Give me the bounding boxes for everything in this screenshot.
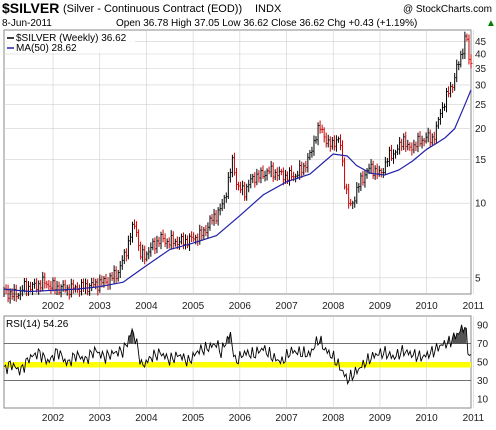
change-arrow-icon: ▲ bbox=[486, 18, 496, 29]
rsi-x-tick-label: 2005 bbox=[182, 413, 205, 424]
rsi-x-tick-label: 2007 bbox=[275, 413, 298, 424]
rsi-x-tick-label: 2008 bbox=[322, 413, 345, 424]
ohlc-label: Open 36.78 High 37.05 Low 36.62 Close 36… bbox=[116, 18, 417, 29]
rsi-overbought-fill bbox=[128, 329, 134, 344]
rsi-x-tick-label: 2002 bbox=[42, 413, 65, 424]
price-y-tick-label: 25 bbox=[475, 100, 487, 111]
price-y-tick-label: 40 bbox=[475, 50, 487, 61]
price-x-tick-label: 2004 bbox=[135, 301, 158, 312]
price-y-tick-label: 15 bbox=[475, 155, 487, 166]
rsi-y-ticks: 10 30 50 70 90 bbox=[477, 321, 489, 406]
rsi-overbought-fill bbox=[227, 332, 231, 344]
rsi-y-tick-label: 10 bbox=[477, 394, 489, 405]
rsi-y-tick-label: 30 bbox=[477, 376, 489, 387]
price-legend-bg bbox=[5, 31, 135, 53]
rsi-line bbox=[3, 324, 472, 386]
price-y-tick-label: 45 bbox=[475, 37, 487, 48]
rsi-legend-label: RSI(14) 54.26 bbox=[6, 319, 69, 330]
price-grid bbox=[4, 30, 474, 294]
price-x-tick-label: 2007 bbox=[275, 301, 298, 312]
ma-line bbox=[3, 89, 472, 293]
rsi-x-tick-label: 2009 bbox=[369, 413, 392, 424]
price-x-tick-label: 2008 bbox=[322, 301, 345, 312]
rsi-y-tick-label: 50 bbox=[477, 358, 489, 369]
price-legend-label: $SILVER (Weekly) 36.62 bbox=[16, 33, 127, 44]
price-x-tick-label: 2002 bbox=[42, 301, 65, 312]
price-x-tick-label: 2006 bbox=[229, 301, 252, 312]
price-y-ticks: 5 10 15 20 25 30 35 40 45 bbox=[475, 37, 487, 284]
ma-legend-label: MA(50) 28.62 bbox=[16, 43, 77, 54]
price-plot-frame bbox=[3, 29, 472, 295]
description-label: (Silver - Continuous Contract (EOD)) bbox=[63, 3, 242, 15]
rsi-x-tick-label: 2011 bbox=[463, 413, 485, 424]
price-x-tick-label: 2009 bbox=[369, 301, 392, 312]
price-y-tick-label: 10 bbox=[475, 199, 487, 210]
rsi-grid bbox=[4, 316, 474, 408]
price-bars bbox=[3, 31, 473, 304]
copyright-label: @ StockCharts.com bbox=[403, 4, 492, 15]
rsi-x-tick-label: 2004 bbox=[135, 413, 158, 424]
rsi-y-tick-label: 70 bbox=[477, 339, 489, 350]
rsi-y-tick-label: 90 bbox=[477, 321, 489, 332]
rsi-x-ticks: 2002 2003 2004 2005 2006 2007 2008 2009 2010 2011 bbox=[42, 413, 485, 424]
rsi-x-tick-label: 2006 bbox=[229, 413, 252, 424]
price-x-tick-label: 2010 bbox=[416, 301, 439, 312]
price-x-tick-label: 2011 bbox=[463, 301, 485, 312]
price-legend: $SILVER (Weekly) 36.62 MA(50) 28.62 bbox=[7, 33, 127, 54]
price-x-ticks: 2002 2003 2004 2005 2006 2007 2008 2009 2010 2011 bbox=[42, 301, 485, 312]
price-x-tick-label: 2003 bbox=[89, 301, 112, 312]
date-label: 8-Jun-2011 bbox=[2, 18, 52, 29]
symbol-label: $SILVER bbox=[2, 0, 59, 16]
price-y-tick-label: 30 bbox=[475, 80, 487, 91]
rsi-x-tick-label: 2010 bbox=[416, 413, 439, 424]
price-y-tick-label: 20 bbox=[475, 124, 487, 135]
rsi-highlight-band bbox=[4, 362, 471, 368]
price-y-tick-label: 35 bbox=[475, 64, 487, 75]
exchange-label: INDX bbox=[255, 3, 282, 15]
price-y-tick-label: 5 bbox=[475, 273, 481, 284]
rsi-x-tick-label: 2003 bbox=[89, 413, 112, 424]
price-x-tick-label: 2005 bbox=[182, 301, 205, 312]
